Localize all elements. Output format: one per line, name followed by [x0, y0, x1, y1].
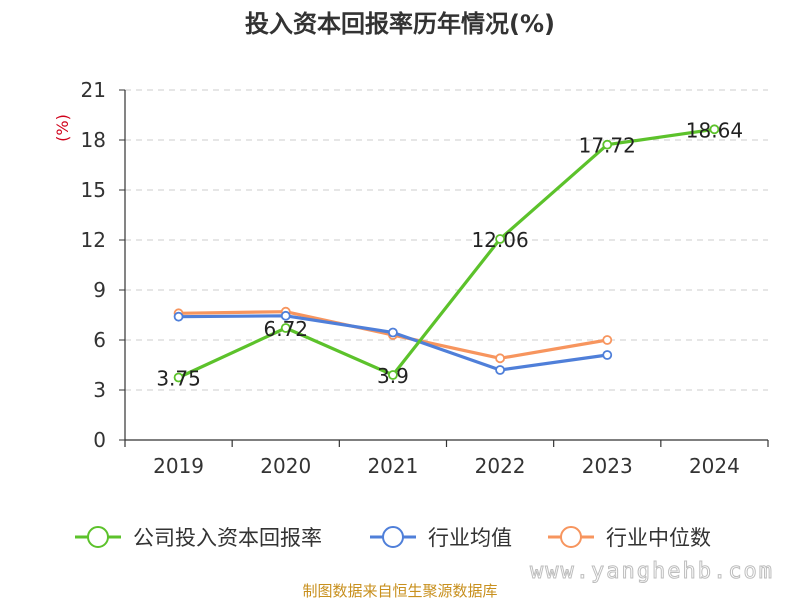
- y-tick-label: 3: [93, 378, 106, 402]
- x-tick-label: 2019: [153, 454, 204, 478]
- x-tick-label: 2024: [689, 454, 740, 478]
- data-point: [173, 372, 184, 383]
- gridlines: [125, 89, 768, 391]
- y-tick-label: 21: [81, 78, 106, 102]
- y-tick-labels: 0 3 6 9 12 15 18 21: [81, 78, 106, 452]
- data-label: 3.9: [377, 364, 409, 388]
- data-label: 3.75: [156, 367, 201, 391]
- y-tick-label: 12: [81, 228, 106, 252]
- watermark: www.yanghehb.com: [530, 559, 774, 584]
- legend-label: 公司投入资本回报率: [133, 526, 322, 550]
- y-tick-label: 18: [81, 128, 106, 152]
- data-point: [602, 335, 613, 345]
- series-line: [177, 127, 715, 379]
- data-point: [709, 124, 720, 135]
- data-label: 18.64: [686, 118, 743, 142]
- data-point: [280, 310, 291, 321]
- y-tick-label: 0: [93, 428, 106, 452]
- data-point: [173, 311, 184, 322]
- data-point: [280, 323, 291, 333]
- data-point: [495, 234, 505, 244]
- data-label: 6.72: [263, 317, 308, 341]
- y-tick-label: 6: [93, 328, 106, 352]
- data-point: [602, 350, 613, 360]
- data-point: [602, 139, 613, 150]
- y-tick-label: 15: [81, 178, 106, 202]
- data-labels: 3.75 6.72 3.9 12.06 17.72 18.64: [156, 118, 743, 390]
- legend-label: 行业均值: [428, 526, 512, 550]
- x-tick-label: 2021: [367, 454, 418, 478]
- series-group: [173, 124, 720, 383]
- source-note: 制图数据来自恒生聚源数据库: [302, 582, 497, 600]
- data-label: 17.72: [579, 134, 636, 158]
- legend-label: 行业中位数: [606, 526, 711, 550]
- x-tick-label: 2020: [260, 454, 311, 478]
- legend-marker: [87, 526, 109, 548]
- series-line: [178, 314, 608, 372]
- y-axis-label: (%): [53, 114, 72, 142]
- x-tick-label: 2022: [475, 454, 526, 478]
- data-point: [388, 327, 398, 338]
- chart-title: 投入资本回报率历年情况(%): [245, 10, 555, 38]
- legend-marker: [382, 526, 404, 548]
- legend-marker: [560, 526, 582, 548]
- axes: [119, 89, 769, 447]
- data-label: 12.06: [471, 228, 528, 252]
- data-point: [495, 365, 505, 375]
- data-point: [495, 353, 505, 364]
- y-tick-label: 9: [93, 278, 106, 302]
- data-point: [388, 370, 398, 380]
- x-tick-labels: 2019 2020 2021 2022 2023 2024: [153, 454, 740, 478]
- legend: 公司投入资本回报率 行业均值 行业中位数: [75, 526, 711, 550]
- x-tick-label: 2023: [582, 454, 633, 478]
